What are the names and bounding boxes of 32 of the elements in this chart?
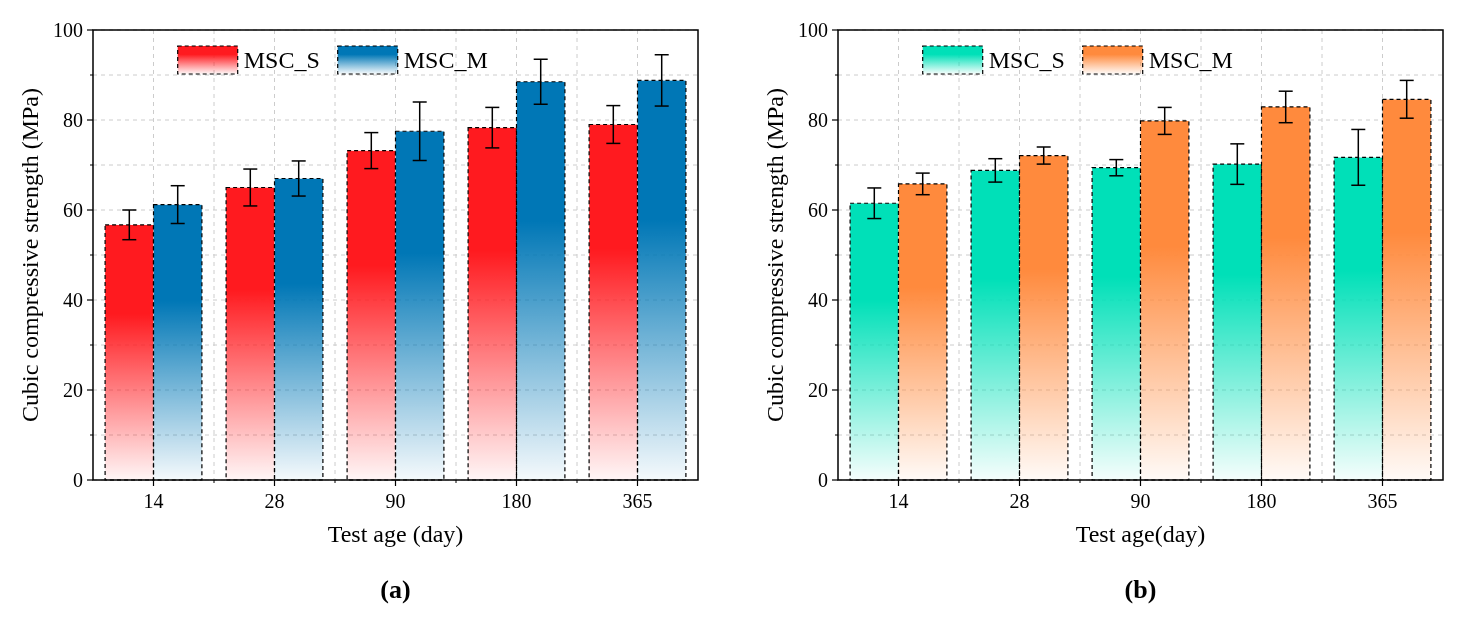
y-axis-title: Cubic compressive strength (MPa) — [762, 88, 788, 422]
legend-label: MSC_S — [988, 47, 1065, 73]
x-axis-title: Test age (day) — [327, 521, 464, 547]
y-axis-title: Cubic compressive strength (MPa) — [17, 88, 43, 422]
y-tick-label: 20 — [63, 379, 83, 401]
y-tick-label: 40 — [63, 289, 83, 311]
x-tick-label: 180 — [501, 490, 532, 512]
text: (a) — [380, 575, 411, 604]
y-tick-label: 80 — [808, 109, 828, 131]
y-tick-label: 0 — [73, 469, 83, 491]
x-tick-label: 90 — [1130, 490, 1151, 512]
x-axis-title: Test age(day) — [1075, 521, 1206, 547]
y-tick-label: 100 — [53, 19, 83, 41]
x-tick-label: 365 — [1367, 490, 1398, 512]
y-tick-label: 60 — [808, 199, 828, 221]
legend-label: MSC_S — [243, 47, 320, 73]
x-tick-label: 28 — [1009, 490, 1030, 512]
legend-label: MSC_M — [1148, 47, 1233, 73]
legend-label: MSC_M — [403, 47, 488, 73]
x-tick-label: 180 — [1246, 490, 1277, 512]
y-tick-label: 60 — [63, 199, 83, 221]
x-tick-label: 28 — [264, 490, 285, 512]
x-tick-label: 14 — [143, 490, 164, 512]
y-tick-label: 0 — [818, 469, 828, 491]
x-tick-label: 365 — [622, 490, 653, 512]
y-tick-label: 20 — [808, 379, 828, 401]
x-tick-label: 90 — [385, 490, 406, 512]
y-tick-label: 40 — [808, 289, 828, 311]
y-tick-label: 80 — [63, 109, 83, 131]
x-tick-label: 14 — [888, 490, 909, 512]
text: (b) — [1124, 575, 1157, 604]
y-tick-label: 100 — [798, 19, 828, 41]
